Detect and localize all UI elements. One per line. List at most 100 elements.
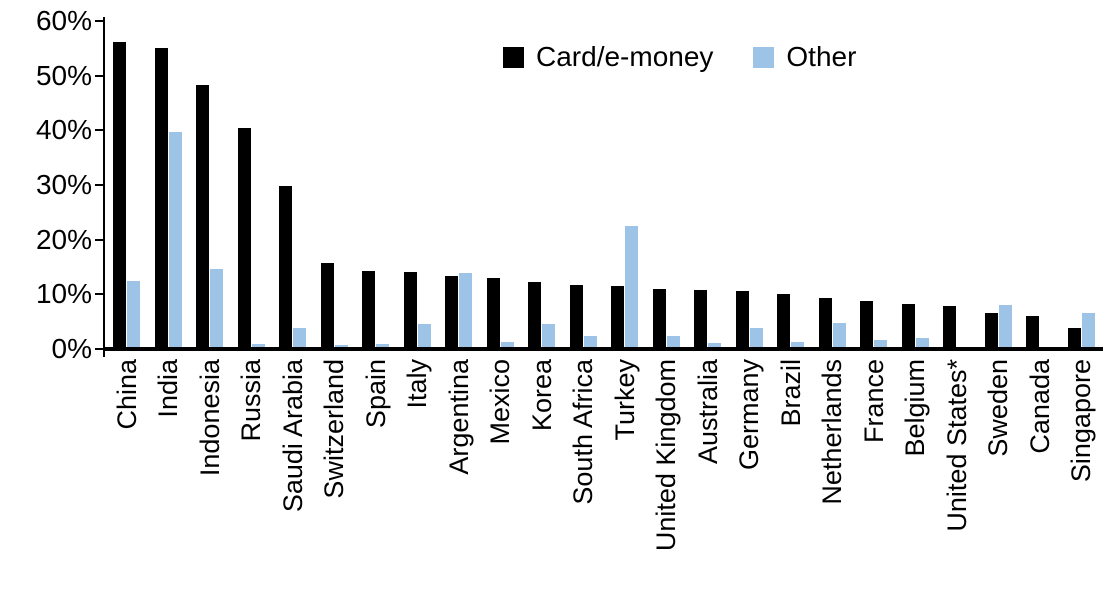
bar-card-e-money: [1067, 327, 1081, 349]
y-axis-tick-label: 50%: [35, 59, 92, 91]
x-cell: Switzerland: [314, 359, 356, 591]
x-cell: Indonesia: [189, 359, 231, 591]
bar-other: [168, 131, 182, 349]
bar-group-india: [148, 21, 190, 349]
y-tick-mark: [95, 74, 104, 77]
bar-card-e-money: [403, 271, 417, 349]
x-axis-label: Mexico: [485, 359, 516, 445]
x-cell: Korea: [521, 359, 563, 591]
bar-card-e-money: [1026, 316, 1040, 349]
x-axis-label: South Africa: [568, 359, 599, 505]
bar-card-e-money: [154, 48, 168, 349]
bar-card-e-money: [652, 288, 666, 349]
x-cell: Italy: [397, 359, 439, 591]
bar-card-e-money: [196, 84, 210, 349]
x-cell: Australia: [687, 359, 729, 591]
bar-card-e-money: [237, 127, 251, 349]
x-cell: Singapore: [1061, 359, 1103, 591]
x-cell: Germany: [729, 359, 771, 591]
x-axis-labels: China India Indonesia Russia Saudi Arabia Swi…: [106, 359, 1102, 591]
x-axis-label: China: [111, 359, 142, 430]
bar-group-russia: [231, 21, 273, 349]
x-cell: Brazil: [770, 359, 812, 591]
y-axis-tick-label: 30%: [35, 169, 92, 200]
legend-label-card-e-money: Card/e-money: [536, 41, 714, 72]
bar-card-e-money: [320, 263, 334, 349]
bar-card-e-money: [486, 277, 500, 349]
bar-group-indonesia: [189, 21, 231, 349]
x-axis-label: Italy: [402, 359, 433, 409]
legend-item-card-e-money: Card/e-money: [503, 43, 713, 71]
bar-card-e-money: [943, 305, 957, 349]
bar-card-e-money: [528, 282, 542, 349]
bar-group-italy: [397, 21, 439, 349]
bar-other: [915, 338, 929, 349]
x-cell: Sweden: [978, 359, 1020, 591]
bar-other: [293, 327, 307, 349]
bar-other: [666, 336, 680, 349]
y-tick-mark: [95, 184, 104, 186]
bar-group-germany: [729, 21, 771, 349]
x-axis-label: Indonesia: [194, 359, 225, 477]
bar-card-e-money: [694, 289, 708, 349]
bar-group-singapore: [1061, 21, 1103, 349]
bar-card-e-money: [279, 186, 293, 349]
x-cell: Argentina: [438, 359, 480, 591]
x-cell: China: [106, 359, 148, 591]
bar-other: [500, 341, 514, 349]
x-axis-label: Russia: [236, 359, 267, 442]
bar-card-e-money: [860, 301, 874, 349]
y-axis-tick-label: 20%: [35, 223, 92, 255]
x-cell: Mexico: [480, 359, 522, 591]
x-axis-line: [103, 347, 1103, 351]
bar-card-e-money: [818, 298, 832, 349]
bar-group-france: [853, 21, 895, 349]
x-cell: France: [853, 359, 895, 591]
bar-other: [542, 324, 556, 349]
bar-other: [334, 344, 348, 349]
bar-card-e-money: [901, 304, 915, 349]
x-cell: Turkey: [604, 359, 646, 591]
bar-other: [708, 343, 722, 349]
legend-item-other: Other: [753, 43, 856, 71]
x-cell: India: [148, 359, 190, 591]
bar-group-argentina: [438, 21, 480, 349]
y-tick-mark: [95, 293, 104, 296]
bar-card-e-money: [362, 271, 376, 349]
bar-group-turkey: [604, 21, 646, 349]
bar-card-e-money: [611, 285, 625, 349]
x-axis-label: Singapore: [1066, 359, 1097, 483]
x-cell: Belgium: [895, 359, 937, 591]
y-tick-mark: [95, 348, 104, 350]
bar-other: [874, 340, 888, 349]
bar-other: [791, 342, 805, 349]
bar-other: [625, 226, 639, 349]
bar-group-saudi-arabia: [272, 21, 314, 349]
x-axis-label: Canada: [1024, 359, 1055, 454]
bar-card-e-money: [984, 312, 998, 349]
x-axis-label: Argentina: [443, 359, 474, 475]
x-axis-label: Sweden: [983, 359, 1014, 457]
y-tick-mark: [95, 20, 104, 22]
x-axis-label: United States*: [941, 359, 972, 532]
bar-group-belgium: [895, 21, 937, 349]
x-axis-label: Turkey: [609, 359, 640, 441]
x-axis-label: Spain: [360, 359, 391, 429]
bar-other: [998, 304, 1012, 349]
x-axis-label: Korea: [526, 359, 557, 432]
bar-group-south-africa: [563, 21, 605, 349]
bar-card-e-money: [569, 285, 583, 349]
legend-swatch-other: [753, 46, 775, 68]
bar-group-china: [106, 21, 148, 349]
x-axis-label: Belgium: [900, 359, 931, 457]
legend: Card/e-money Other: [503, 43, 856, 71]
bar-card-e-money: [445, 275, 459, 349]
y-axis-tick-label: 40%: [35, 114, 92, 146]
bar-group-mexico: [480, 21, 522, 349]
y-axis-tick-label: 0%: [51, 333, 92, 364]
bar-other: [127, 281, 141, 349]
bar-group-australia: [687, 21, 729, 349]
y-axis-tick-label: 10%: [35, 278, 92, 310]
x-cell: United Kingdom: [646, 359, 688, 591]
